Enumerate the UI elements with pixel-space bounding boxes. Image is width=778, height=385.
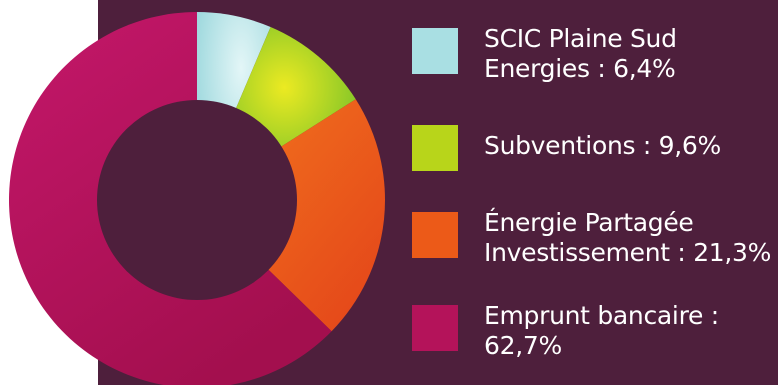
legend-swatch-energie-partagee (412, 212, 458, 258)
legend-item-energie-partagee: Énergie Partagée Investissement : 21,3% (412, 208, 771, 268)
legend-label-line: SCIC Plaine Sud (484, 24, 677, 53)
legend-swatch-subventions (412, 125, 458, 171)
legend-label-line: Subventions : 9,6% (484, 131, 721, 160)
legend-item-emprunt-bancaire: Emprunt bancaire : 62,7% (412, 301, 719, 361)
legend-item-scic-plaine-sud: SCIC Plaine Sud Energies : 6,4% (412, 24, 677, 84)
legend-label-emprunt: Emprunt bancaire : 62,7% (484, 301, 719, 361)
donut-hole (97, 100, 297, 300)
legend-label-subventions: Subventions : 9,6% (484, 131, 721, 161)
legend-label-scic: SCIC Plaine Sud Energies : 6,4% (484, 24, 677, 84)
legend-swatch-scic (412, 28, 458, 74)
legend-label-line: Emprunt bancaire : (484, 301, 719, 330)
legend-label-energie-partagee: Énergie Partagée Investissement : 21,3% (484, 208, 771, 268)
legend-label-line: 62,7% (484, 331, 562, 360)
legend-item-subventions: Subventions : 9,6% (412, 125, 721, 171)
legend-swatch-emprunt (412, 305, 458, 351)
legend-label-line: Energies : 6,4% (484, 54, 676, 83)
legend-label-line: Énergie Partagée (484, 208, 694, 237)
legend-label-line: Investissement : 21,3% (484, 238, 772, 267)
